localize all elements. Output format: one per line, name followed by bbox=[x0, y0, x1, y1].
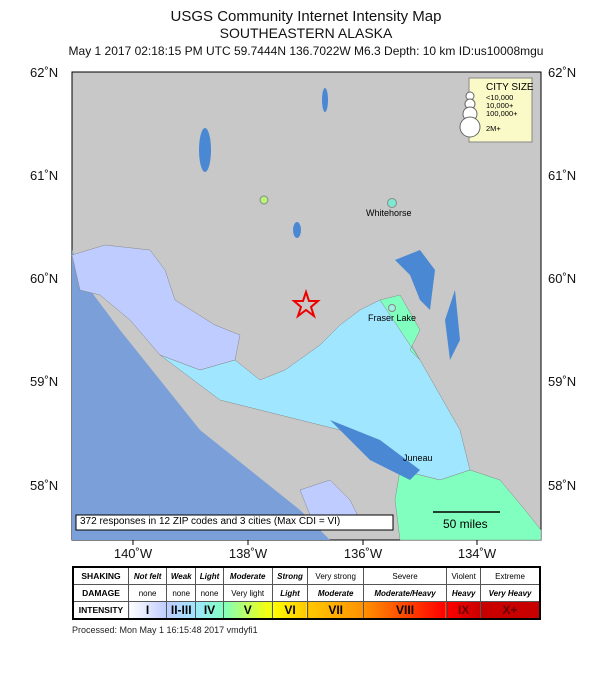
shaking-cell: Not felt bbox=[127, 566, 168, 585]
damage-cell: Moderate/Heavy bbox=[362, 584, 448, 602]
city-size-list: <10,000 10,000+ 100,000+ 2M+ bbox=[486, 94, 518, 133]
intensity-row: INTENSITY I II-III IV V VI VII VIII IX X… bbox=[72, 601, 541, 620]
damage-cell: Moderate bbox=[307, 584, 364, 602]
intensity-cell: X+ bbox=[480, 601, 541, 620]
damage-cell: Heavy bbox=[446, 584, 482, 602]
damage-cell: Very Heavy bbox=[480, 584, 541, 602]
shaking-cell: Moderate bbox=[222, 566, 273, 585]
city-label: Whitehorse bbox=[366, 208, 412, 218]
grid-ticks bbox=[132, 540, 478, 545]
lat-label: 61˚N bbox=[548, 168, 577, 183]
city-size-item: 10,000+ bbox=[486, 101, 514, 110]
lat-label: 60˚N bbox=[548, 271, 577, 286]
responses-summary: 372 responses in 12 ZIP codes and 3 citi… bbox=[80, 516, 341, 527]
lon-label: 140˚W bbox=[113, 546, 153, 561]
scale-label: 50 miles bbox=[443, 517, 488, 531]
responses-box bbox=[75, 514, 394, 531]
shaking-cell: Violent bbox=[446, 566, 482, 585]
intensity-cell: II-III bbox=[166, 601, 197, 620]
city-size-item: 2M+ bbox=[486, 124, 501, 133]
intensity-cell: V bbox=[222, 601, 273, 620]
lat-label: 60˚N bbox=[30, 271, 59, 286]
row-label: DAMAGE bbox=[72, 584, 129, 602]
damage-cell: Very light bbox=[222, 584, 273, 602]
map-title: USGS Community Internet Intensity Map bbox=[170, 8, 442, 25]
ocean bbox=[72, 250, 330, 540]
damage-cell: none bbox=[166, 584, 197, 602]
intensity-cell: VII bbox=[307, 601, 364, 620]
shaking-cell: Extreme bbox=[480, 566, 541, 585]
lon-label: 138˚W bbox=[228, 546, 268, 561]
shaking-cell: Weak bbox=[166, 566, 197, 585]
lat-label: 58˚N bbox=[30, 478, 59, 493]
intensity-cell: I bbox=[127, 601, 168, 620]
lat-label: 62˚N bbox=[30, 65, 59, 80]
row-label: INTENSITY bbox=[72, 601, 129, 620]
region-title: SOUTHEASTERN ALASKA bbox=[219, 25, 393, 41]
epicenter-star-icon bbox=[291, 288, 321, 319]
city-label: Juneau bbox=[403, 453, 433, 463]
lakes bbox=[199, 88, 460, 480]
row-label: SHAKING bbox=[72, 566, 129, 585]
event-info: May 1 2017 02:18:15 PM UTC 59.7444N 136.… bbox=[68, 44, 544, 58]
lon-label: 134˚W bbox=[457, 546, 497, 561]
intensity-cell: VIII bbox=[362, 601, 448, 620]
intensity-legend: SHAKING Not felt Weak Light Moderate Str… bbox=[72, 566, 541, 620]
city-marker-fraser-lake bbox=[388, 304, 396, 312]
damage-cell: none bbox=[195, 584, 224, 602]
processed-footer: Processed: Mon May 1 16:15:48 2017 vmdyf… bbox=[72, 625, 258, 635]
shaking-cell: Severe bbox=[362, 566, 448, 585]
city-size-title: CITY SIZE bbox=[486, 82, 534, 93]
city-marker-whitehorse bbox=[387, 198, 397, 208]
intensity-zone-v-south bbox=[394, 469, 542, 541]
lat-label: 59˚N bbox=[30, 374, 59, 389]
intensity-cell: IX bbox=[446, 601, 482, 620]
city-size-item: <10,000 bbox=[486, 93, 514, 102]
shaking-cell: Strong bbox=[271, 566, 309, 585]
city-size-item: 100,000+ bbox=[486, 109, 518, 118]
city-marker bbox=[259, 195, 269, 205]
lat-label: 61˚N bbox=[30, 168, 59, 183]
lat-label: 58˚N bbox=[548, 478, 577, 493]
intensity-cell: IV bbox=[195, 601, 224, 620]
intensity-zone-ii-iii bbox=[71, 244, 241, 371]
damage-cell: Light bbox=[271, 584, 309, 602]
intensity-cell: VI bbox=[271, 601, 309, 620]
damage-cell: none bbox=[127, 584, 168, 602]
shaking-cell: Very strong bbox=[307, 566, 364, 585]
lon-label: 136˚W bbox=[343, 546, 383, 561]
shaking-cell: Light bbox=[195, 566, 224, 585]
damage-row: DAMAGE none none none Very light Light M… bbox=[72, 584, 541, 602]
city-label: Fraser Lake bbox=[368, 313, 417, 323]
lat-label: 59˚N bbox=[548, 374, 577, 389]
shaking-row: SHAKING Not felt Weak Light Moderate Str… bbox=[72, 566, 541, 585]
lat-label: 62˚N bbox=[548, 65, 577, 80]
